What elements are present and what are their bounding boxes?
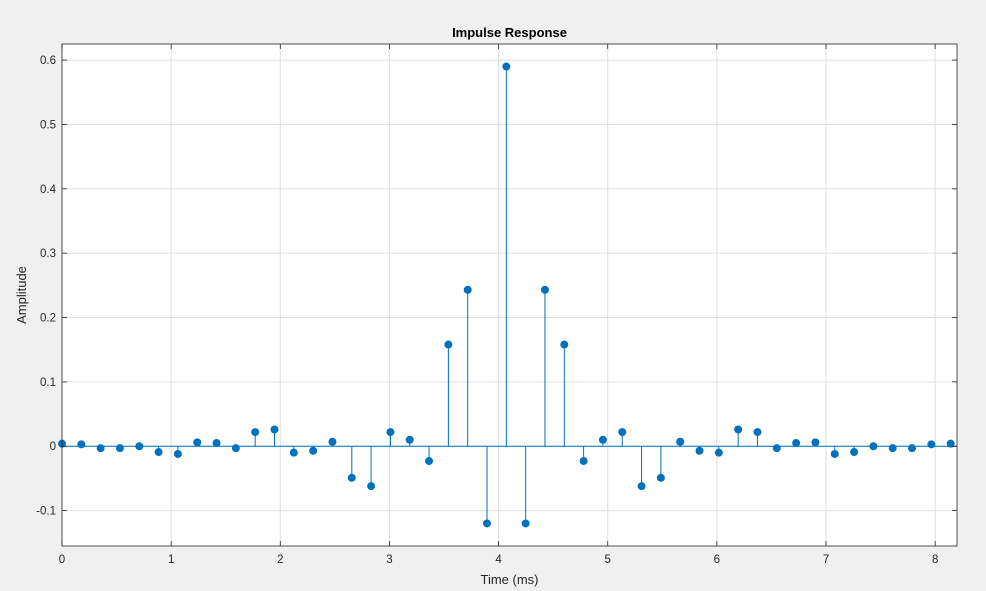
y-tick-label: 0.2 bbox=[40, 313, 56, 325]
x-tick-label: 8 bbox=[932, 554, 938, 566]
stem-marker bbox=[386, 428, 395, 437]
x-axis-label: Time (ms) bbox=[480, 572, 538, 587]
stem-marker bbox=[463, 285, 472, 294]
x-tick-label: 5 bbox=[605, 554, 611, 566]
stem-marker bbox=[869, 442, 878, 451]
stem-marker bbox=[367, 482, 376, 491]
stem-marker bbox=[135, 442, 144, 451]
stem-marker bbox=[289, 448, 298, 457]
y-tick-label: 0.5 bbox=[40, 119, 56, 131]
stem-marker bbox=[811, 438, 820, 447]
stem-marker bbox=[753, 428, 762, 437]
stem-marker bbox=[618, 428, 627, 437]
stem-marker bbox=[115, 444, 124, 453]
axes-background bbox=[62, 44, 957, 546]
stem-marker bbox=[830, 449, 839, 458]
axes-frame bbox=[61, 43, 958, 547]
stem-series bbox=[58, 62, 957, 528]
x-tick-label: 3 bbox=[386, 554, 392, 566]
stem-marker bbox=[888, 444, 897, 453]
y-tick-label: 0.3 bbox=[40, 248, 56, 260]
stem-marker bbox=[425, 457, 434, 466]
stem-marker bbox=[483, 519, 492, 528]
y-tick-label: 0.1 bbox=[40, 377, 56, 389]
y-tick-label: -0.1 bbox=[36, 506, 56, 518]
stem-marker bbox=[270, 425, 279, 434]
x-tick-label: 1 bbox=[168, 554, 174, 566]
stem-marker bbox=[540, 285, 549, 294]
stem-marker bbox=[154, 448, 163, 457]
stem-marker bbox=[502, 62, 511, 71]
stem-marker bbox=[77, 440, 86, 449]
chart-title: Impulse Response bbox=[452, 25, 567, 40]
stem-marker bbox=[96, 444, 105, 453]
stem-marker bbox=[347, 473, 356, 482]
x-tick-label: 4 bbox=[495, 554, 502, 566]
stem-marker bbox=[714, 448, 723, 457]
x-tick-label: 6 bbox=[714, 554, 720, 566]
stem-marker bbox=[193, 438, 202, 447]
stem-marker bbox=[560, 340, 569, 349]
stem-marker bbox=[212, 439, 221, 448]
stem-marker bbox=[598, 435, 607, 444]
stem-marker bbox=[328, 437, 337, 446]
stem-marker bbox=[792, 439, 801, 448]
stem-marker bbox=[444, 340, 453, 349]
stem-marker bbox=[850, 448, 859, 457]
y-axis-label: Amplitude bbox=[14, 266, 29, 324]
y-tick-label: 0 bbox=[50, 441, 56, 453]
stem-marker bbox=[695, 446, 704, 455]
y-tick-label: 0.4 bbox=[40, 184, 57, 196]
stem-marker bbox=[579, 457, 588, 466]
stem-marker bbox=[946, 439, 955, 448]
y-tick-label: 0.6 bbox=[40, 55, 56, 67]
stem-marker bbox=[231, 444, 240, 453]
stem-marker bbox=[521, 519, 530, 528]
stem-marker bbox=[676, 437, 685, 446]
stem-marker bbox=[734, 425, 743, 434]
stem-marker bbox=[656, 473, 665, 482]
stem-marker bbox=[772, 444, 781, 453]
stem-marker bbox=[309, 446, 318, 455]
stem-marker bbox=[927, 440, 936, 449]
axis-ticks: 0 1 2 3 4 5 6 7 8 -0.1 0 0.1 0.2 0.3 0.4 0.5 0.6 bbox=[36, 44, 957, 566]
x-tick-label: 0 bbox=[59, 554, 65, 566]
stem-marker bbox=[908, 444, 917, 453]
x-tick-label: 2 bbox=[277, 554, 283, 566]
stem-marker bbox=[251, 428, 260, 437]
x-tick-label: 7 bbox=[823, 554, 829, 566]
stem-marker bbox=[405, 435, 414, 444]
stem-marker bbox=[173, 449, 182, 458]
stem-marker bbox=[637, 482, 646, 491]
